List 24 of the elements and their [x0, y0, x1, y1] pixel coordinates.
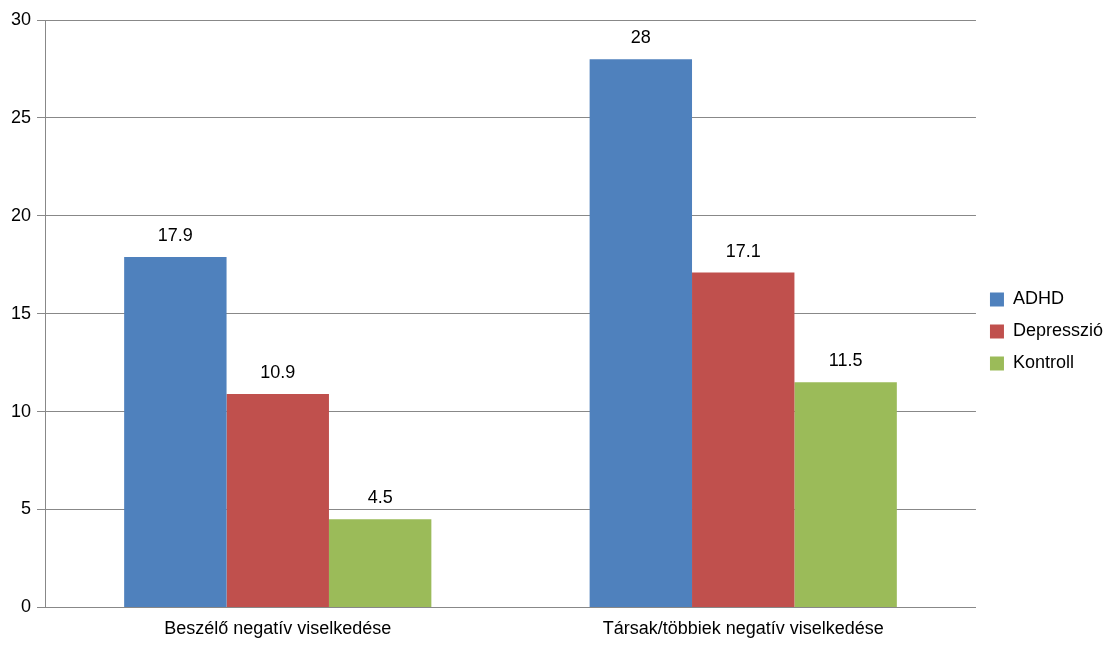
y-tick-label: 20 [10, 204, 32, 225]
data-label: 17.9 [157, 224, 193, 245]
data-label: 10.9 [260, 361, 296, 382]
y-tick-label: 0 [21, 596, 32, 617]
bar [794, 382, 897, 607]
legend-label: Depresszió [1012, 320, 1104, 341]
data-label: 28 [630, 27, 651, 48]
x-tick-label: Beszélő negatív viselkedése [164, 618, 392, 639]
legend-label: Kontroll [1012, 352, 1074, 373]
x-tick-label: Társak/többiek negatív viselkedése [602, 618, 884, 639]
bar [692, 272, 795, 607]
bar [328, 519, 432, 607]
y-tick-label: 25 [10, 106, 32, 127]
bar [124, 256, 227, 607]
bar [226, 393, 329, 607]
data-label: 17.1 [725, 240, 761, 261]
bar [589, 59, 693, 607]
y-tick-label: 30 [10, 8, 32, 29]
legend-label: ADHD [1012, 288, 1064, 309]
data-label: 4.5 [367, 487, 393, 508]
y-tick-label: 15 [10, 302, 32, 323]
data-label: 11.5 [828, 350, 863, 371]
y-tick-label: 5 [21, 498, 32, 519]
y-tick-label: 10 [10, 400, 32, 421]
